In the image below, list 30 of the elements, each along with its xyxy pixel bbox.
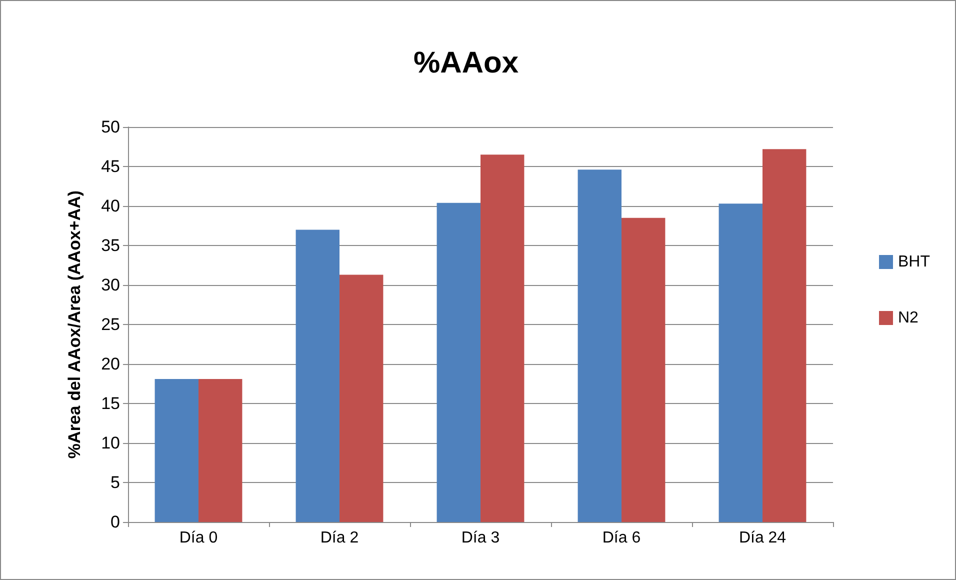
x-tick-label: Día 3 xyxy=(461,530,500,546)
x-tick-label: Día 2 xyxy=(320,530,359,546)
y-tick-label: 25 xyxy=(101,315,120,334)
y-tick-label: 35 xyxy=(101,236,120,255)
legend-label: N2 xyxy=(898,310,919,326)
y-axis-title: %Area del AAox/Area (AAox+AA) xyxy=(65,190,84,459)
bar xyxy=(762,149,806,522)
y-tick-label: 40 xyxy=(101,196,120,216)
bar xyxy=(718,204,762,522)
bar xyxy=(578,170,622,522)
bar xyxy=(436,202,480,522)
y-tick-label: 5 xyxy=(110,473,120,492)
bar xyxy=(480,154,524,522)
bar xyxy=(340,274,384,522)
y-tick-label: 50 xyxy=(101,118,120,136)
bar xyxy=(296,230,340,522)
x-tick-label: Día 24 xyxy=(738,530,786,546)
y-tick-label: 15 xyxy=(101,394,120,413)
y-tick-label: 0 xyxy=(110,512,120,532)
bar xyxy=(154,379,198,522)
chart-title: %AAox xyxy=(413,46,519,80)
bar xyxy=(198,379,242,522)
x-tick-label: Día 6 xyxy=(602,530,641,546)
x-tick-label: Día 0 xyxy=(179,530,218,546)
y-tick-label: 45 xyxy=(101,157,120,176)
y-tick-label: 30 xyxy=(101,276,120,294)
y-tick-label: 10 xyxy=(101,434,120,452)
legend-label: BHT xyxy=(898,254,930,270)
bar xyxy=(622,218,666,522)
y-tick-label: 20 xyxy=(101,354,120,374)
